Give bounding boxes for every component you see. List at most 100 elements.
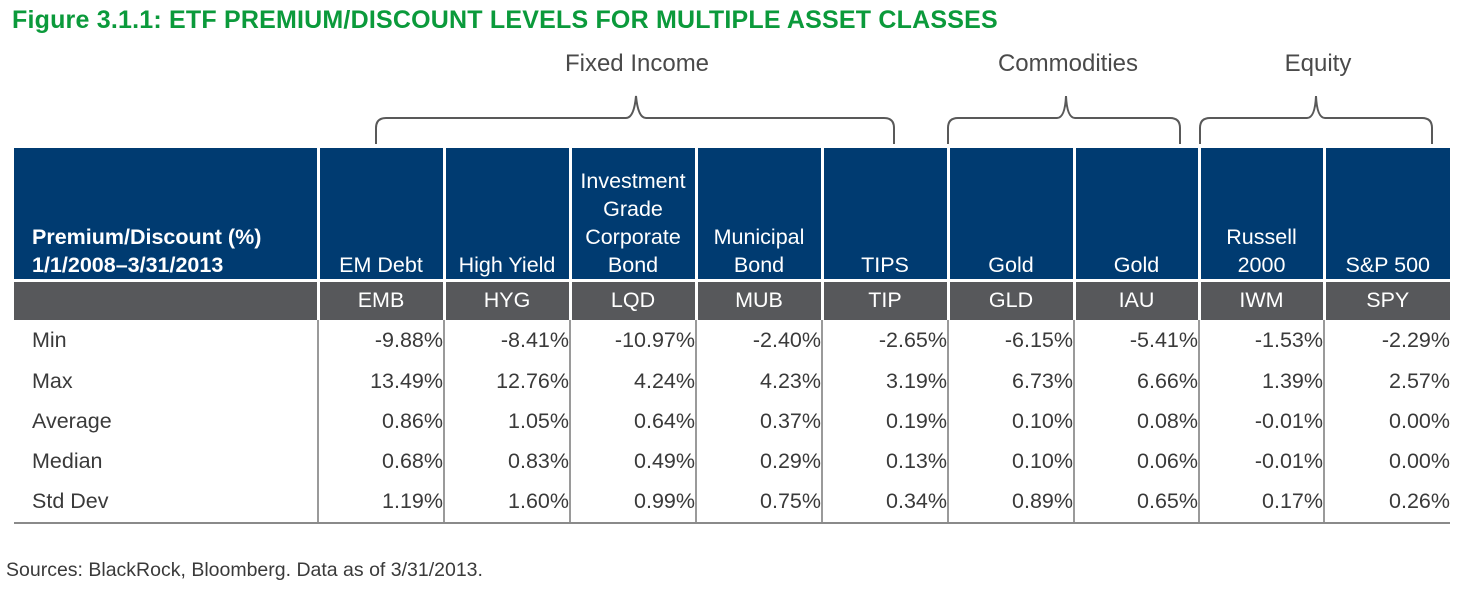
table-cell: 0.10%: [947, 401, 1074, 442]
column-header-lqd: Investment Grade Corporate Bond: [568, 148, 696, 280]
table-row: Min -9.88% -8.41% -10.97% -2.40% -2.65% -6.15%…: [14, 319, 1450, 362]
table-cell: 0.86%: [317, 401, 444, 442]
table-row: Std Dev 1.19% 1.60% 0.99% 0.75% 0.34% 0.89% 0.6…: [14, 481, 1450, 524]
table-cell: 1.05%: [443, 401, 570, 442]
table-cell: 2.57%: [1323, 361, 1450, 402]
row-header-line-1: Premium/Discount (%): [32, 224, 262, 249]
table-cell: 13.49%: [317, 361, 444, 402]
column-header-emb: EM Debt: [316, 148, 444, 280]
ticker-lqd: LQD: [568, 278, 696, 320]
source-note: Sources: BlackRock, Bloomberg. Data as o…: [6, 559, 483, 581]
column-name-line: Grade: [603, 196, 663, 221]
table-cell: 0.89%: [947, 481, 1074, 524]
ticker-row-blank: [14, 278, 318, 320]
table-cell: 0.00%: [1323, 441, 1450, 482]
table-cell: -6.15%: [947, 319, 1074, 362]
table-cell: 0.37%: [695, 401, 822, 442]
table-cell: 0.49%: [569, 441, 696, 482]
table-cell: 0.34%: [821, 481, 948, 524]
ticker-tip: TIP: [820, 278, 948, 320]
row-label: Std Dev: [14, 481, 318, 524]
column-name-line: 2000: [1237, 252, 1286, 277]
column-name-line: Municipal: [713, 224, 805, 249]
table-cell: -8.41%: [443, 319, 570, 362]
table-cell: 0.29%: [695, 441, 822, 482]
group-label-equity: Equity: [1284, 50, 1352, 77]
row-label: Min: [32, 328, 67, 352]
table-cell: 0.06%: [1073, 441, 1199, 482]
row-header-title: Premium/Discount (%) 1/1/2008–3/31/2013: [14, 148, 318, 280]
column-header-iwm: Russell 2000: [1197, 148, 1324, 280]
brace-fixed-income: [375, 95, 895, 144]
column-name-line: Bond: [607, 252, 659, 277]
table-cell: 1.19%: [317, 481, 444, 524]
ticker-row: EMB HYG LQD MUB TIP GLD IAU IWM SPY: [14, 278, 1450, 320]
table-cell: 0.68%: [317, 441, 444, 482]
table-cell: 0.00%: [1323, 401, 1450, 442]
column-header-spy: S&P 500: [1322, 148, 1450, 280]
table-cell: 6.73%: [947, 361, 1074, 402]
column-header-mub: Municipal Bond: [694, 148, 822, 280]
column-name-line: Investment: [580, 168, 686, 193]
table-cell: 6.66%: [1073, 361, 1199, 402]
table-cell: -2.29%: [1323, 319, 1450, 362]
column-header-iau: Gold: [1072, 148, 1199, 280]
table-cell: 0.19%: [821, 401, 948, 442]
table-cell: 3.19%: [821, 361, 948, 402]
table-cell: -0.01%: [1198, 441, 1324, 482]
table-row: Median 0.68% 0.83% 0.49% 0.29% 0.13% 0.10% 0.06…: [14, 441, 1450, 482]
table-cell: -0.01%: [1198, 401, 1324, 442]
group-label-fixed-income: Fixed Income: [564, 50, 710, 77]
column-name-line: EM Debt: [339, 252, 423, 277]
column-name-line: S&P 500: [1345, 252, 1430, 277]
ticker-hyg: HYG: [442, 278, 570, 320]
table-cell: -1.53%: [1198, 319, 1324, 362]
table-cell: 0.75%: [695, 481, 822, 524]
row-header-line-2: 1/1/2008–3/31/2013: [32, 252, 224, 277]
ticker-iwm: IWM: [1197, 278, 1324, 320]
table-cell: -5.41%: [1073, 319, 1199, 362]
table-cell: 4.24%: [569, 361, 696, 402]
column-header-hyg: High Yield: [442, 148, 570, 280]
brace-equity: [1199, 95, 1433, 144]
table-row: Average 0.86% 1.05% 0.64% 0.37% 0.19% 0.10% 0.0…: [14, 401, 1450, 442]
table-cell: 12.76%: [443, 361, 570, 402]
group-braces: [375, 95, 1433, 144]
row-label: Median: [32, 449, 103, 473]
ticker-spy: SPY: [1322, 278, 1450, 320]
column-name-line: Gold: [988, 252, 1034, 277]
ticker-gld: GLD: [946, 278, 1074, 320]
table-cell: 0.26%: [1323, 481, 1450, 524]
ticker-emb: EMB: [316, 278, 444, 320]
table-cell: 0.64%: [569, 401, 696, 442]
group-label-commodities: Commodities: [997, 50, 1139, 77]
table-cell: -2.65%: [821, 319, 948, 362]
table-cell: 4.23%: [695, 361, 822, 402]
row-label: Average: [32, 409, 112, 433]
table-cell: -9.88%: [317, 319, 444, 362]
header-row: Premium/Discount (%) 1/1/2008–3/31/2013 …: [14, 148, 1450, 280]
table-cell: 1.60%: [443, 481, 570, 524]
column-name-line: Gold: [1113, 252, 1160, 277]
table-cell: -10.97%: [569, 319, 696, 362]
table-cell: 0.65%: [1073, 481, 1199, 524]
table-cell: 0.83%: [443, 441, 570, 482]
table-cell: -2.40%: [695, 319, 822, 362]
table-cell: 1.39%: [1198, 361, 1324, 402]
brace-commodities: [947, 95, 1181, 144]
table-cell: 0.99%: [569, 481, 696, 524]
column-name-line: Corporate: [585, 224, 681, 249]
row-label: Max: [32, 369, 73, 393]
table-cell: 0.17%: [1198, 481, 1324, 524]
column-name-line: High Yield: [458, 252, 556, 277]
ticker-mub: MUB: [694, 278, 822, 320]
ticker-iau: IAU: [1072, 278, 1199, 320]
column-name-line: TIPS: [861, 252, 909, 277]
premium-discount-table: Premium/Discount (%) 1/1/2008–3/31/2013 …: [14, 148, 1450, 524]
figure-title: Figure 3.1.1: ETF PREMIUM/DISCOUNT LEVEL…: [12, 6, 998, 34]
table-cell: 0.08%: [1073, 401, 1199, 442]
column-name-line: Russell: [1226, 224, 1297, 249]
column-header-tip: TIPS: [820, 148, 948, 280]
column-header-gld: Gold: [946, 148, 1074, 280]
table-cell: 0.10%: [947, 441, 1074, 482]
